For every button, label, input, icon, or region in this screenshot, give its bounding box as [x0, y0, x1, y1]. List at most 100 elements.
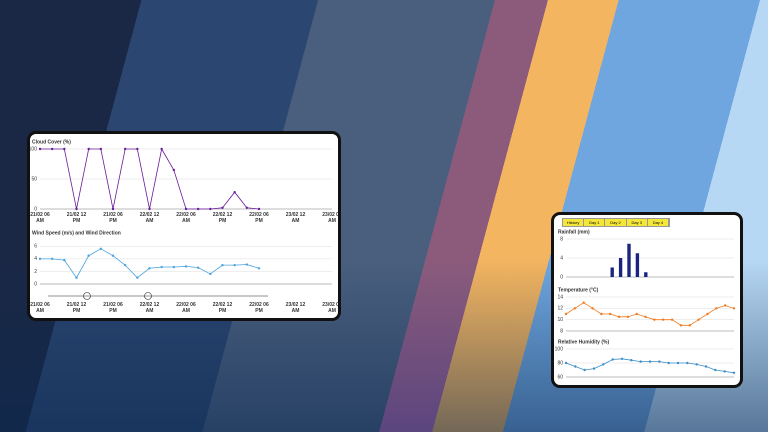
day-tabs: History Day 1 Day 2 Day 3 Day 4	[562, 218, 670, 227]
x-tick-label: 23/02 06 AM	[322, 212, 341, 224]
y-tick-label: 10	[557, 317, 563, 323]
tab[interactable]: Day 1	[584, 219, 606, 226]
point	[732, 307, 736, 310]
point	[160, 265, 163, 269]
point	[184, 265, 188, 268]
point	[564, 312, 568, 316]
point	[602, 363, 605, 366]
tab[interactable]: Day 2	[605, 219, 627, 226]
point	[648, 360, 652, 363]
point	[209, 207, 212, 211]
y-tick-label: 2	[34, 269, 37, 275]
point	[160, 147, 163, 151]
point	[611, 358, 614, 361]
point	[148, 267, 151, 270]
x-tick-label: 22/02 06 PM	[249, 302, 269, 314]
chart-title: Wind Speed (m/s) and Wind Direction	[32, 230, 121, 236]
point	[111, 207, 115, 211]
point	[172, 265, 176, 269]
y-tick-label: 100	[30, 146, 37, 152]
x-tick-label: 22/02 12 AM	[139, 302, 160, 314]
point	[233, 191, 236, 194]
point	[148, 207, 151, 211]
y-tick-label: 50	[31, 176, 37, 182]
point	[644, 315, 647, 319]
point	[732, 371, 736, 374]
point	[714, 368, 717, 372]
point	[583, 368, 586, 372]
point	[50, 257, 54, 261]
bar	[644, 272, 648, 277]
point	[658, 360, 661, 363]
point	[257, 267, 261, 270]
point	[75, 207, 78, 211]
point	[582, 301, 585, 304]
bar	[618, 258, 623, 277]
point	[609, 312, 612, 316]
point	[723, 304, 727, 307]
point	[688, 324, 691, 327]
y-tick-label: 12	[557, 306, 563, 312]
y-tick-label: 8	[560, 236, 563, 242]
point	[50, 147, 54, 151]
y-tick-label: 4	[560, 255, 563, 261]
point	[630, 359, 633, 362]
x-tick-label: 21/02 06 AM	[30, 302, 50, 314]
point	[63, 258, 66, 262]
chart-panel: Cloud Cover (%) 0 50 100 Wind Speed (m/s) an…	[30, 139, 332, 300]
point	[123, 147, 127, 151]
chart-title: Cloud Cover (%)	[32, 139, 71, 145]
point	[662, 318, 665, 321]
chart-panel: Rainfall (mm) 0 4 8 Temperature (°C) 8 10 12 14 R…	[555, 229, 736, 380]
point	[574, 365, 577, 368]
point	[620, 357, 624, 360]
point	[209, 272, 212, 276]
point	[695, 363, 698, 366]
point	[136, 276, 139, 279]
point	[63, 147, 66, 151]
point	[686, 361, 689, 365]
chart-title: Relative Humidity (%)	[558, 339, 609, 345]
point	[87, 254, 90, 257]
y-tick-label: 0	[34, 206, 37, 212]
x-tick-label: 21/02 06 PM	[103, 212, 123, 224]
tab[interactable]: Day 3	[627, 219, 648, 226]
point	[136, 147, 139, 151]
line	[565, 302, 735, 326]
bar	[635, 253, 640, 277]
point	[196, 207, 200, 211]
point	[221, 263, 224, 267]
point	[245, 263, 249, 266]
point	[99, 247, 103, 250]
point	[697, 318, 700, 321]
y-tick-label: 4	[34, 256, 37, 262]
point	[626, 315, 630, 319]
tab[interactable]: Day 4	[648, 219, 670, 226]
point	[715, 307, 718, 310]
y-tick-label: 6	[34, 244, 37, 250]
point	[233, 263, 236, 267]
y-tick-label: 100	[555, 346, 564, 352]
x-tick-label: 22/02 12 PM	[212, 302, 233, 314]
point	[706, 312, 709, 316]
point	[635, 312, 638, 316]
point	[221, 206, 224, 209]
x-tick-label: 22/02 12 PM	[212, 212, 233, 224]
y-tick-label: 80	[557, 360, 563, 366]
x-tick-label: 21/02 06 AM	[30, 212, 50, 224]
x-tick-label: 22/02 06 PM	[249, 212, 269, 224]
point	[653, 318, 656, 321]
point	[111, 254, 115, 257]
point	[670, 318, 674, 321]
point	[75, 276, 78, 279]
x-tick-label: 21/02 12 PM	[66, 212, 87, 224]
tablet-left: Cloud Cover (%) 0 50 100 Wind Speed (m/s) an…	[27, 131, 341, 321]
tab[interactable]: History	[563, 219, 585, 226]
point	[99, 147, 103, 151]
point	[196, 266, 200, 269]
tablet-right: History Day 1 Day 2 Day 3 Day 4 Rainfall (mm…	[551, 212, 743, 388]
point	[245, 206, 249, 209]
point	[172, 168, 176, 172]
point	[723, 370, 726, 373]
